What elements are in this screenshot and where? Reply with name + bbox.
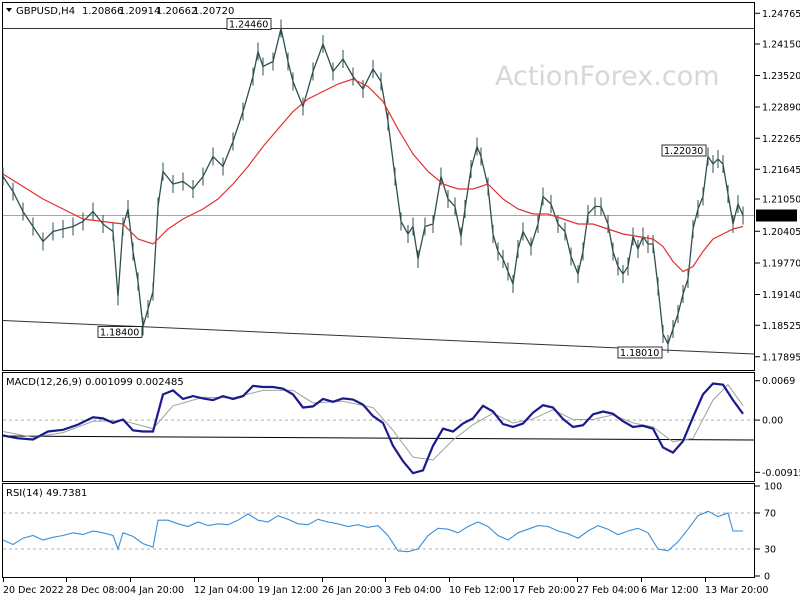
price-labels: 1.24460 1.18400 1.22030 1.18010 1.20720 <box>97 18 797 359</box>
price-tick-label: 1.24150 <box>762 40 800 51</box>
moving-average-line <box>2 78 744 273</box>
rsi-tick-label: 70 <box>764 509 776 520</box>
rsi-layer: 100 70 30 0 <box>2 482 782 583</box>
x-tick-label: 10 Feb 12:00 <box>449 585 511 596</box>
symbol-dropdown-icon[interactable] <box>6 8 12 12</box>
price-label: 1.18400 <box>100 328 139 339</box>
watermark: ActionForex.com <box>495 61 720 92</box>
price-tick-label: 1.22265 <box>762 134 800 145</box>
price-label-box <box>617 346 663 359</box>
macd-tick-label: 0.0069 <box>762 376 795 387</box>
price-tick-label: 1.19770 <box>762 259 800 270</box>
macd-trendline <box>2 435 755 441</box>
price-tick-label: 1.20405 <box>762 227 800 238</box>
price-tick-label: 1.23520 <box>762 71 800 82</box>
price-label-box <box>97 326 143 338</box>
macd-tick-label: 0.00 <box>762 416 783 427</box>
x-tick-label: 12 Jan 04:00 <box>194 585 254 596</box>
macd-tick-label: -0.009158 <box>762 468 800 479</box>
macd-panel-frame <box>2 372 755 482</box>
ohlc-open: 1.20866 <box>82 6 123 17</box>
price-tick-label: 1.18525 <box>762 321 800 332</box>
current-price-tag <box>756 209 797 222</box>
price-label: 1.24460 <box>229 20 268 31</box>
price-tick-label: 1.19140 <box>762 290 800 301</box>
rsi-label: RSI(14) 49.7381 <box>6 488 87 499</box>
rsi-tick-label: 100 <box>764 482 782 493</box>
x-axis-ticks: 20 Dec 2022 28 Dec 08:00 4 Jan 20:00 12 Jan… <box>3 578 768 596</box>
price-tick-label: 1.21645 <box>762 165 800 176</box>
ohlc-high: 1.20914 <box>119 6 160 17</box>
price-label: 1.22030 <box>664 146 703 157</box>
price-tick-label: 1.24765 <box>762 9 800 20</box>
price-tick-label: 1.17895 <box>762 352 800 363</box>
symbol-header: GBPUSD,H4 <box>16 6 75 17</box>
x-tick-label: 28 Dec 08:00 <box>66 585 130 596</box>
x-tick-label: 27 Feb 04:00 <box>577 585 639 596</box>
price-axis-ticks: 1.24765 1.24150 1.23520 1.22890 1.22265 1.216… <box>755 9 800 363</box>
current-price-label: 1.20720 <box>758 212 797 223</box>
price-tick-label: 1.22890 <box>762 103 800 114</box>
rsi-tick-label: 0 <box>764 572 770 583</box>
price-series-line <box>2 28 744 346</box>
macd-line <box>2 382 744 475</box>
rsi-line <box>2 510 743 553</box>
macd-label: MACD(12,26,9) 0.001099 0.002485 <box>6 377 184 388</box>
x-tick-label: 26 Jan 20:00 <box>322 585 382 596</box>
price-panel-frame <box>2 2 755 371</box>
price-label: 1.18010 <box>620 348 659 359</box>
x-tick-label: 17 Feb 20:00 <box>513 585 575 596</box>
x-tick-label: 3 Feb 04:00 <box>385 585 441 596</box>
price-tick-label: 1.21050 <box>762 195 800 206</box>
x-tick-label: 4 Jan 20:00 <box>130 585 184 596</box>
rsi-tick-label: 30 <box>764 545 776 556</box>
x-tick-label: 13 Mar 20:00 <box>705 585 768 596</box>
x-tick-label: 20 Dec 2022 <box>3 585 64 596</box>
ohlc-close: 1.20720 <box>193 6 234 17</box>
rsi-panel-frame <box>2 483 755 578</box>
price-label-box <box>226 18 272 30</box>
x-tick-label: 6 Mar 12:00 <box>641 585 698 596</box>
macd-layer: 0.0069 0.00 -0.009158 <box>2 376 800 479</box>
price-label-box <box>661 144 707 157</box>
x-tick-label: 19 Jan 12:00 <box>258 585 318 596</box>
ohlc-low: 1.20662 <box>156 6 197 17</box>
price-lines <box>2 19 744 353</box>
